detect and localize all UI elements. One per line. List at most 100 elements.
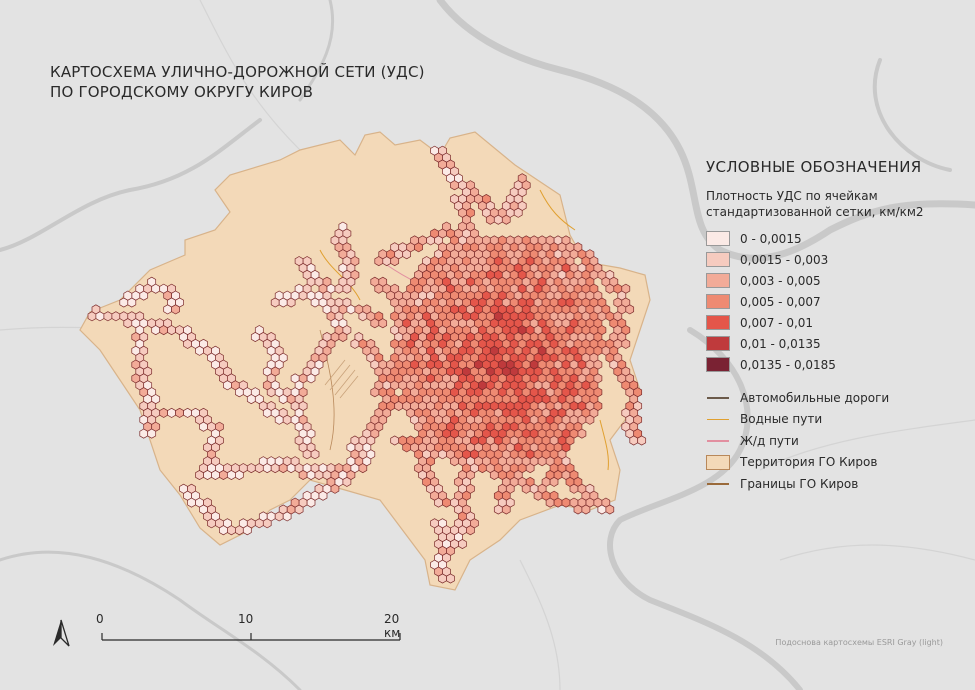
hex-cell — [637, 435, 647, 446]
hex-cell — [438, 435, 447, 446]
hex-cell — [577, 428, 587, 439]
hex-cell — [123, 290, 133, 301]
hex-cell — [513, 207, 523, 218]
hex-cell — [517, 311, 527, 322]
hex-cell — [306, 373, 316, 384]
hex-cell — [95, 311, 105, 322]
hex-cell — [545, 497, 555, 508]
hex-cell — [219, 525, 228, 536]
legend-layer-row: Границы ГО Киров — [706, 473, 966, 495]
hex-cell — [390, 435, 400, 446]
hex-cell — [227, 525, 236, 536]
hex-cell — [525, 311, 535, 322]
hex-cell — [493, 394, 503, 405]
legend-classes: 0 - 0,0015 0,0015 - 0,003 0,003 - 0,005 0,0… — [706, 228, 966, 375]
north-arrow-icon — [53, 619, 70, 647]
legend-subtitle-line1: Плотность УДС по ячейкам — [706, 189, 878, 203]
river-west — [0, 118, 262, 252]
hex-cell — [406, 394, 415, 405]
legend-class-swatch — [706, 273, 730, 288]
hex-cell — [533, 490, 543, 501]
legend-class-swatch — [706, 315, 730, 330]
hex-cell — [326, 476, 336, 487]
north-arrow — [50, 618, 72, 652]
legend-class-row: 0,005 - 0,007 — [706, 291, 966, 312]
legend-subtitle: Плотность УДС по ячейкам стандартизованн… — [706, 188, 966, 220]
hex-cell — [414, 421, 423, 432]
hex-cell — [342, 476, 352, 487]
hex-cell — [581, 504, 591, 515]
hex-cell — [334, 283, 344, 294]
hex-cell — [167, 325, 176, 336]
hex-cell — [497, 469, 507, 481]
river-north-branch — [298, 0, 335, 102]
legend-layer-symbol — [706, 454, 730, 470]
hex-cell — [509, 269, 519, 280]
hex-cell — [266, 511, 276, 522]
hex-cell — [485, 435, 495, 446]
hex-cell — [374, 380, 384, 391]
scale-bar: 0 10 20 км — [96, 612, 416, 652]
scale-label-10: 10 — [238, 612, 254, 626]
legend-class-row: 0,01 - 0,0135 — [706, 333, 966, 354]
hex-cell — [489, 249, 499, 260]
hex-cell — [478, 463, 487, 474]
hex-cell — [203, 469, 212, 481]
hex-cell — [159, 407, 168, 418]
hex-cell — [211, 469, 220, 481]
hex-cell — [207, 518, 216, 529]
hex-cell — [342, 283, 352, 294]
hex-cell — [509, 311, 519, 322]
legend-layer-label: Водные пути — [740, 412, 823, 427]
water-ways — [319, 189, 609, 471]
hex-cell — [147, 428, 157, 439]
hex-cell — [501, 311, 511, 322]
hex-cell — [135, 283, 145, 294]
hex-cell — [493, 435, 503, 446]
hex-cell — [545, 318, 555, 329]
hex-cell — [246, 518, 256, 529]
hex-cell — [597, 504, 607, 515]
hex-cell — [485, 311, 495, 322]
hex-cell — [418, 235, 427, 246]
hex-cell — [378, 318, 388, 329]
hex-cell — [561, 497, 571, 508]
hex-cell — [183, 338, 192, 349]
hex-cell — [537, 387, 547, 398]
hex-cell — [139, 428, 149, 439]
hex-cell — [541, 435, 551, 446]
legend-layers: Автомобильные дороги Водные пути Ж/д пути Т… — [706, 387, 966, 495]
hex-cell — [525, 463, 535, 474]
hex-cell — [549, 435, 559, 446]
hex-cell — [238, 463, 248, 474]
hex-cell — [282, 414, 292, 425]
hex-cell — [326, 283, 336, 294]
legend-layer-row: Ж/д пути — [706, 430, 966, 452]
hex-cell — [430, 338, 439, 349]
hex-cell — [549, 476, 559, 487]
hex-cell — [529, 387, 539, 398]
hex-cell — [278, 394, 288, 405]
hex-cell — [501, 504, 511, 515]
hex-cell — [171, 304, 180, 315]
legend-layer-symbol — [706, 397, 730, 399]
hex-cell — [458, 400, 467, 412]
hex-cell — [585, 414, 595, 425]
hex-cell — [235, 387, 244, 398]
hex-cell — [438, 573, 447, 584]
river-northeast — [872, 58, 952, 172]
hex-cell — [478, 394, 487, 405]
legend-class-label: 0,003 - 0,005 — [740, 273, 821, 288]
hex-cell — [195, 345, 204, 356]
legend-class-label: 0,007 - 0,01 — [740, 315, 814, 330]
map-title-line1: КАРТОСХЕМА УЛИЧНО-ДОРОЖНОЙ СЕТИ (УДС) — [50, 63, 425, 81]
legend-layer-row: Водные пути — [706, 409, 966, 431]
basemap-road — [519, 559, 561, 690]
hex-cell — [485, 394, 495, 405]
legend-layer-row: Территория ГО Киров — [706, 452, 966, 474]
hex-cell — [183, 407, 192, 418]
hex-cell — [605, 283, 615, 294]
